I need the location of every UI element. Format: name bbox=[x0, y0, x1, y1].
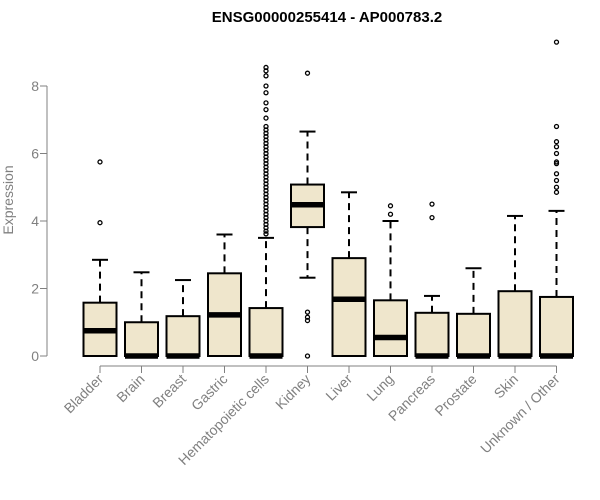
outlier-point bbox=[304, 353, 311, 359]
outlier-point bbox=[553, 189, 560, 195]
outlier-point bbox=[553, 159, 560, 165]
box-body bbox=[414, 311, 450, 357]
outlier-point bbox=[553, 171, 560, 177]
box-skin bbox=[497, 214, 533, 359]
box-gastric bbox=[207, 233, 242, 357]
box-unknown-other bbox=[539, 39, 574, 359]
x-tick-label: Bladder bbox=[61, 371, 107, 417]
box-body bbox=[248, 307, 284, 358]
box-brain bbox=[124, 271, 159, 359]
outlier-point bbox=[97, 220, 103, 226]
box-body bbox=[456, 312, 491, 357]
chart-title: ENSG00000255414 - AP000783.2 bbox=[212, 9, 442, 26]
outlier-point bbox=[263, 83, 269, 89]
outlier-point bbox=[263, 123, 269, 130]
x-tick-label: Breast bbox=[149, 371, 189, 411]
box-kidney bbox=[290, 70, 325, 359]
box-bladder bbox=[82, 159, 118, 357]
outlier-point bbox=[263, 100, 269, 106]
box-lung bbox=[373, 203, 408, 357]
box-body bbox=[124, 321, 159, 357]
box-body bbox=[373, 299, 408, 357]
x-tick-label: Liver bbox=[322, 371, 355, 404]
outlier-point bbox=[263, 64, 269, 71]
outlier-point bbox=[553, 123, 560, 130]
outlier-point bbox=[553, 184, 560, 190]
y-axis: 0 2 4 6 8 bbox=[31, 78, 48, 364]
y-axis-label: Expression bbox=[0, 165, 16, 234]
box-hematopoietic-cells bbox=[248, 64, 284, 359]
box-body bbox=[331, 257, 367, 357]
x-tick-label: Prostate bbox=[431, 371, 479, 419]
outlier-point bbox=[553, 39, 560, 45]
x-tick-label: Kidney bbox=[272, 371, 314, 413]
outlier-point bbox=[263, 231, 269, 237]
outlier-point bbox=[97, 159, 103, 165]
outlier-point bbox=[387, 203, 394, 209]
outlier-point bbox=[553, 150, 560, 157]
y-tick-label: 2 bbox=[31, 281, 39, 297]
outlier-point bbox=[553, 144, 560, 150]
box-body bbox=[539, 295, 574, 357]
y-tick-label: 0 bbox=[31, 348, 39, 364]
box-liver bbox=[331, 191, 367, 357]
outlier-point bbox=[304, 314, 311, 320]
box-breast bbox=[165, 279, 201, 359]
outlier-point bbox=[429, 214, 435, 221]
x-tick-label: Unknown / Other bbox=[477, 371, 563, 457]
box-body bbox=[497, 290, 533, 358]
outlier-point bbox=[387, 211, 394, 217]
outlier-point bbox=[263, 106, 269, 113]
y-tick-label: 6 bbox=[31, 146, 39, 162]
x-tick-label: Skin bbox=[491, 371, 522, 402]
y-tick-label: 4 bbox=[31, 213, 39, 229]
outlier-point bbox=[263, 90, 269, 96]
outlier-point bbox=[263, 73, 269, 79]
y-tick-label: 8 bbox=[31, 78, 39, 94]
outlier-point bbox=[553, 139, 560, 145]
outlier-point bbox=[429, 201, 435, 207]
outlier-point bbox=[304, 70, 311, 76]
outlier-point bbox=[553, 177, 560, 184]
x-tick-label: Lung bbox=[363, 371, 396, 404]
box-body bbox=[165, 315, 201, 357]
box-pancreas bbox=[414, 201, 450, 359]
plot-area bbox=[82, 39, 574, 359]
x-tick-label: Brain bbox=[113, 371, 147, 405]
box-prostate bbox=[456, 267, 491, 359]
outlier-point bbox=[263, 115, 269, 121]
outlier-point bbox=[304, 309, 311, 315]
